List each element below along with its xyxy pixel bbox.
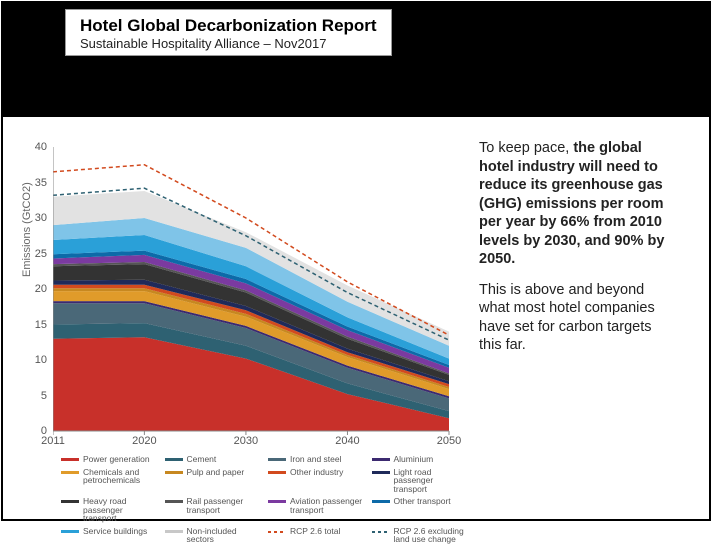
legend-label: Cement bbox=[187, 455, 263, 464]
y-tick-label: 25 bbox=[23, 248, 47, 260]
legend-swatch bbox=[268, 458, 286, 461]
legend-label: Iron and steel bbox=[290, 455, 366, 464]
content-area: Emissions (GtCO2) Power generation Cement… bbox=[3, 117, 709, 519]
legend-item: Heavy road passenger transport bbox=[61, 497, 159, 523]
legend-label: Non-included sectors bbox=[187, 527, 263, 544]
x-tick-label: 2040 bbox=[327, 435, 367, 447]
legend-item: RCP 2.6 total bbox=[268, 527, 366, 544]
legend-swatch bbox=[268, 500, 286, 503]
legend-swatch bbox=[165, 530, 183, 533]
legend-label: RCP 2.6 excluding land use change bbox=[394, 527, 470, 544]
legend-swatch bbox=[61, 530, 79, 533]
legend-row: Service buildings Non-included sectors RCP… bbox=[61, 527, 469, 544]
legend-label: RCP 2.6 total bbox=[290, 527, 366, 536]
legend-swatch bbox=[372, 531, 390, 533]
legend-item: Other transport bbox=[372, 497, 470, 523]
legend-swatch bbox=[165, 471, 183, 474]
legend-item: Iron and steel bbox=[268, 455, 366, 464]
y-tick-label: 40 bbox=[23, 141, 47, 153]
header-box: Hotel Global Decarbonization Report Sust… bbox=[65, 9, 392, 56]
legend-item: Service buildings bbox=[61, 527, 159, 544]
side-callout: To keep pace, the global hotel industry … bbox=[473, 117, 693, 519]
y-tick-label: 15 bbox=[23, 319, 47, 331]
legend-item: RCP 2.6 excluding land use change bbox=[372, 527, 470, 544]
legend-swatch bbox=[372, 471, 390, 474]
legend-swatch bbox=[165, 500, 183, 503]
callout-p1-bold: the global hotel industry will need to r… bbox=[479, 140, 664, 267]
legend-label: Service buildings bbox=[83, 527, 159, 536]
legend-item: Non-included sectors bbox=[165, 527, 263, 544]
chart-zone: Emissions (GtCO2) Power generation Cement… bbox=[3, 117, 473, 523]
legend-swatch bbox=[61, 471, 79, 474]
x-tick-label: 2050 bbox=[429, 435, 469, 447]
legend-row: Power generation Cement Iron and steel Alum… bbox=[61, 455, 469, 464]
legend-item: Light road passenger transport bbox=[372, 468, 470, 494]
legend-swatch bbox=[61, 500, 79, 503]
legend-row: Chemicals and petrochemicals Pulp and pap… bbox=[61, 468, 469, 494]
y-tick-label: 20 bbox=[23, 283, 47, 295]
legend-item: Chemicals and petrochemicals bbox=[61, 468, 159, 494]
callout-p2: This is above and beyond what most hotel… bbox=[479, 281, 675, 355]
x-tick-label: 2030 bbox=[226, 435, 266, 447]
report-title: Hotel Global Decarbonization Report bbox=[80, 16, 377, 36]
x-tick-label: 2020 bbox=[124, 435, 164, 447]
y-tick-label: 35 bbox=[23, 177, 47, 189]
y-tick-label: 30 bbox=[23, 212, 47, 224]
legend-item: Other industry bbox=[268, 468, 366, 494]
legend-label: Aluminium bbox=[394, 455, 470, 464]
legend-swatch bbox=[268, 531, 286, 533]
report-subtitle: Sustainable Hospitality Alliance – Nov20… bbox=[80, 36, 377, 51]
x-tick-label: 2011 bbox=[33, 435, 73, 447]
legend-label: Pulp and paper bbox=[187, 468, 263, 477]
legend-label: Power generation bbox=[83, 455, 159, 464]
legend-row: Heavy road passenger transport Rail passe… bbox=[61, 497, 469, 523]
legend-label: Other industry bbox=[290, 468, 366, 477]
legend-item: Rail passenger transport bbox=[165, 497, 263, 523]
emissions-chart bbox=[53, 147, 453, 435]
legend-swatch bbox=[268, 471, 286, 474]
legend-item: Pulp and paper bbox=[165, 468, 263, 494]
legend-swatch bbox=[165, 458, 183, 461]
legend-label: Rail passenger transport bbox=[187, 497, 263, 514]
legend-swatch bbox=[61, 458, 79, 461]
legend-item: Power generation bbox=[61, 455, 159, 464]
legend-label: Aviation passenger transport bbox=[290, 497, 366, 514]
legend-item: Cement bbox=[165, 455, 263, 464]
callout-p1: To keep pace, the global hotel industry … bbox=[479, 139, 675, 269]
legend-label: Chemicals and petrochemicals bbox=[83, 468, 159, 485]
y-axis-label: Emissions (GtCO2) bbox=[21, 182, 33, 277]
legend-label: Light road passenger transport bbox=[394, 468, 470, 494]
y-tick-label: 5 bbox=[23, 390, 47, 402]
report-frame: Hotel Global Decarbonization Report Sust… bbox=[1, 1, 711, 521]
legend-item: Aviation passenger transport bbox=[268, 497, 366, 523]
legend-item: Aluminium bbox=[372, 455, 470, 464]
chart-legend: Power generation Cement Iron and steel Alum… bbox=[61, 455, 469, 548]
y-tick-label: 10 bbox=[23, 354, 47, 366]
legend-label: Other transport bbox=[394, 497, 470, 506]
legend-label: Heavy road passenger transport bbox=[83, 497, 159, 523]
legend-swatch bbox=[372, 500, 390, 503]
legend-swatch bbox=[372, 458, 390, 461]
callout-p1-lead: To keep pace, bbox=[479, 140, 573, 156]
